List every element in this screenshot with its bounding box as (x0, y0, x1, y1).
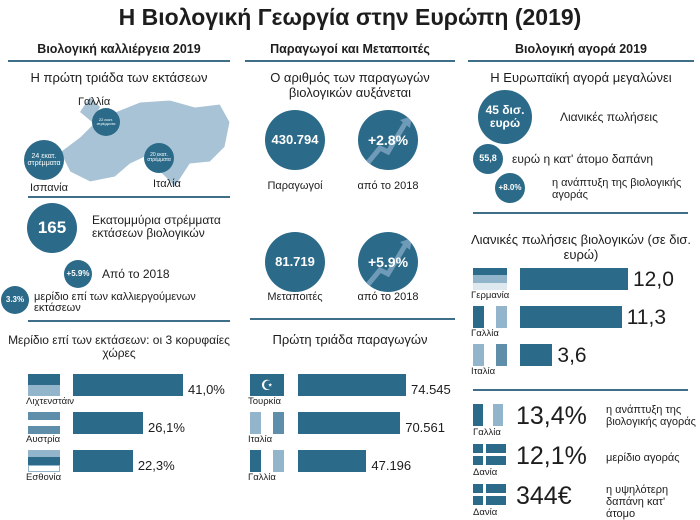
bar-value-label: 74.545 (411, 382, 451, 397)
chart-title-producers: Πρώτη τριάδα παραγωγών (272, 332, 428, 347)
market-growth-label: η ανάπτυξη της βιολογικής αγοράς (552, 177, 682, 201)
area-value-circle: 165 (27, 203, 77, 253)
bar-value-label: 26,1% (148, 420, 185, 435)
column-header-market: Βιολογική αγορά 2019 (468, 42, 694, 62)
sales-label: Λιανικές πωλήσεις (560, 110, 658, 124)
bar-value-label: 3,6 (557, 344, 587, 367)
flag-icon (250, 450, 284, 472)
share-text: μερίδιο επί των καλλιεργούμενων εκτάσεων (34, 291, 196, 314)
fact-country: Γαλλία (473, 427, 501, 438)
producers-label: Παραγωγοί (267, 180, 323, 192)
divider (28, 196, 230, 198)
map-label-spain: Ισπανία (30, 182, 68, 194)
fact-country: Δανία (473, 507, 498, 518)
fact-value: 12,1% (516, 442, 587, 470)
producers-growth-circle: +2.8% (358, 110, 418, 170)
flag-icon: ☪ (250, 374, 284, 396)
flag-icon (473, 484, 506, 506)
producers-growth-value: +2.8% (367, 131, 409, 148)
bar (73, 412, 144, 434)
flag-icon (473, 444, 506, 466)
fact-value: 344€ (516, 482, 572, 510)
fact-label: η υψηλότερη δαπάνη κατ' άτομο (606, 484, 669, 520)
trend-arrow-icon (364, 238, 412, 289)
bar (520, 306, 622, 328)
bar-category-label: Τουρκία (248, 396, 281, 407)
fact-label: μερίδιο αγοράς (606, 452, 680, 464)
chart-title-sales: Λιανικές πωλήσεις βιολογικών (σε δισ. ευ… (470, 232, 692, 262)
processors-circle: 81.719 (265, 232, 325, 292)
growth-text: Από το 2018 (102, 267, 170, 281)
flag-icon (473, 344, 507, 366)
bar-value-label: 22,3% (137, 458, 175, 473)
bar (298, 374, 406, 396)
fact-value: 13,4% (516, 402, 587, 430)
producers-growth-label: από το 2018 (357, 180, 419, 192)
fact-label: η ανάπτυξη της βιολογικής αγοράς (606, 404, 696, 428)
map-label-italy: Ιταλία (153, 178, 181, 190)
trend-arrow-icon (364, 116, 412, 167)
growth-circle: +5.9% (64, 260, 92, 288)
bar-category-label: Αυστρία (26, 434, 61, 445)
market-subtitle: Η Ευρωπαϊκή αγορά μεγαλώνει (490, 70, 672, 85)
bar-category-label: Γαλλία (248, 472, 276, 483)
bar-value-label: 12,0 (633, 268, 674, 291)
bar-category-label: Λιχτενστάιν (26, 396, 75, 407)
bar-value-label: 11,3 (626, 306, 667, 329)
bar-category-label: Ιταλία (471, 366, 496, 377)
bar (520, 344, 553, 366)
flag-icon (473, 268, 507, 290)
flag-icon (250, 412, 284, 434)
chart-title-share: Μερίδιο επί των εκτάσεων: οι 3 κορυφαίες… (8, 333, 230, 360)
processors-growth-circle: +5.9% (358, 232, 418, 292)
per-capita-circle: 55,8 (473, 144, 503, 174)
flag-icon (28, 450, 60, 472)
column-header-cultivation: Βιολογική καλλιέργεια 2019 (8, 42, 230, 62)
bar (298, 412, 401, 434)
map-title: Η πρώτη τριάδα των εκτάσεων (30, 70, 208, 85)
flag-icon (28, 374, 60, 396)
producers-circle: 430.794 (265, 110, 325, 170)
per-capita-label: ευρώ η κατ' άτομο δαπάνη (512, 152, 654, 166)
processors-growth-value: +5.9% (367, 253, 409, 270)
map-bubble-france: 22 εκατ. στρέμματα (92, 108, 120, 136)
bar (73, 374, 183, 396)
column-header-producers: Παραγωγοί και Μεταποιτές (245, 42, 455, 62)
flag-icon (473, 306, 507, 328)
area-text: Εκατομμύρια στρέμματα εκτάσεων βιολογικώ… (92, 213, 221, 240)
bar (298, 450, 367, 472)
bar-category-label: Ιταλία (248, 434, 273, 445)
bar-category-label: Εσθονία (26, 472, 62, 483)
fact-country: Δανία (473, 467, 498, 478)
processors-label: Μεταποιτές (267, 291, 323, 303)
divider (473, 212, 688, 214)
map-bubble-italy: 20 εκατ. στρέμματα (144, 143, 174, 173)
bar (520, 268, 628, 290)
flag-icon (473, 404, 503, 426)
flag-icon (28, 412, 60, 434)
bar (73, 450, 133, 472)
bar-value-label: 41,0% (188, 382, 225, 397)
bar-category-label: Γερμανία (471, 290, 510, 301)
map-bubble-spain: 24 εκατ. στρέμματα (24, 140, 64, 180)
divider (28, 320, 230, 322)
bar-value-label: 70.561 (405, 420, 445, 435)
market-growth-circle: +8.0% (495, 173, 525, 203)
processors-growth-label: από το 2018 (357, 291, 419, 303)
bar-value-label: 47.196 (371, 458, 412, 473)
share-circle: 3.3% (1, 286, 29, 314)
sales-circle: 45 δισ. ευρώ (478, 90, 532, 144)
divider (473, 389, 688, 391)
page-title: Η Βιολογική Γεωργία στην Ευρώπη (2019) (118, 4, 582, 30)
producers-subtitle: Ο αριθμός των παραγωγών βιολογικών αυξάν… (270, 70, 430, 100)
map-label-france: Γαλλία (78, 96, 111, 108)
divider (250, 318, 455, 320)
bar-category-label: Γαλλία (471, 328, 499, 339)
